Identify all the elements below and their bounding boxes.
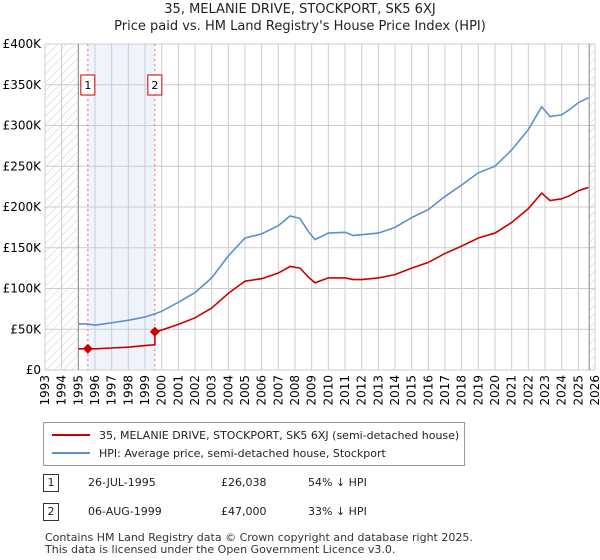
x-tick-label: 2014 [388,375,402,406]
x-tick-label: 1997 [105,375,119,406]
chart-subtitle: Price paid vs. HM Land Registry's House … [114,19,486,34]
legend-item-property: 35, MELANIE DRIVE, STOCKPORT, SK5 6XJ (s… [52,427,459,443]
x-tick-label: 1996 [88,375,102,406]
x-tick-label: 2022 [521,375,535,406]
y-tick-label: £350K [3,78,43,92]
y-tick-label: £400K [3,37,43,51]
footer-line: This data is licensed under the Open Gov… [45,543,396,556]
hpi-line [78,97,589,326]
y-tick-label: £0 [26,363,41,377]
legend-item-hpi: HPI: Average price, semi-detached house,… [52,445,386,461]
chart-title: 35, MELANIE DRIVE, STOCKPORT, SK5 6XJ [164,2,436,17]
x-tick-label: 2010 [321,375,335,406]
transaction-hpi: 33% ↓ HPI [308,505,367,518]
property-price-line [78,186,589,350]
x-tick-label: 2023 [538,375,552,406]
x-tick-label: 2013 [371,375,385,406]
legend: 35, MELANIE DRIVE, STOCKPORT, SK5 6XJ (s… [43,422,465,466]
transaction-date: 06-AUG-1999 [88,505,162,518]
x-tick-label: 2008 [288,375,302,406]
x-tick-label: 2009 [305,375,319,406]
x-tick-label: 2024 [555,375,569,406]
x-tick-label: 2000 [155,375,169,406]
sale-point [82,343,93,354]
transaction-hpi: 54% ↓ HPI [308,476,367,489]
y-tick-label: £300K [3,119,43,133]
legend-label: 35, MELANIE DRIVE, STOCKPORT, SK5 6XJ (s… [99,428,460,442]
legend-swatch [52,452,90,454]
x-tick-label: 2005 [238,375,252,406]
y-tick-label: £150K [3,241,43,255]
x-tick-label: 1993 [38,375,52,406]
transaction-row: 1 26-JUL-1995 £26,038 54% ↓ HPI [43,474,543,492]
sale-marker-box [80,74,96,96]
transaction-price: £26,038 [221,476,267,489]
sale-marker-number: 1 [84,79,91,92]
x-tick-label: 2003 [205,375,219,406]
x-tick-label: 2015 [405,375,419,406]
x-tick-label: 2012 [355,375,369,406]
x-tick-label: 1998 [121,375,135,406]
x-tick-label: 2007 [271,375,285,406]
legend-label: HPI: Average price, semi-detached house,… [99,446,386,460]
x-tick-label: 2002 [188,375,202,406]
sale-point [149,326,160,337]
sale-marker-box [147,74,163,96]
x-tick-label: 2004 [221,375,235,406]
legend-swatch [52,434,90,436]
x-tick-label: 2026 [588,375,600,406]
x-tick-label: 2006 [255,375,269,406]
x-tick-label: 2018 [455,375,469,406]
footer-line: Contains HM Land Registry data © Crown c… [45,531,473,544]
transaction-number: 2 [43,503,59,521]
x-tick-label: 1995 [71,375,85,406]
x-tick-label: 2025 [571,375,585,406]
x-tick-label: 1994 [55,375,69,406]
y-tick-label: £100K [3,282,43,296]
x-tick-label: 2019 [471,375,485,406]
transaction-date: 26-JUL-1995 [88,476,156,489]
transaction-row: 2 06-AUG-1999 £47,000 33% ↓ HPI [43,503,543,521]
x-tick-label: 2020 [488,375,502,406]
x-tick-label: 2016 [421,375,435,406]
price-chart: 1993 1994 1995 1996 1997 1998 1999 2000 2001 2002… [3,37,600,406]
y-tick-label: £200K [3,200,43,214]
y-tick-label: £250K [3,159,43,173]
x-tick-label: 2001 [171,375,185,406]
y-tick-label: £50K [10,322,42,336]
transaction-number: 1 [43,474,59,492]
x-tick-label: 2011 [338,375,352,406]
sale-marker-number: 2 [151,79,158,92]
x-tick-label: 1999 [138,375,152,406]
x-tick-label: 2021 [505,375,519,406]
transaction-price: £47,000 [221,505,267,518]
x-tick-label: 2017 [438,375,452,406]
